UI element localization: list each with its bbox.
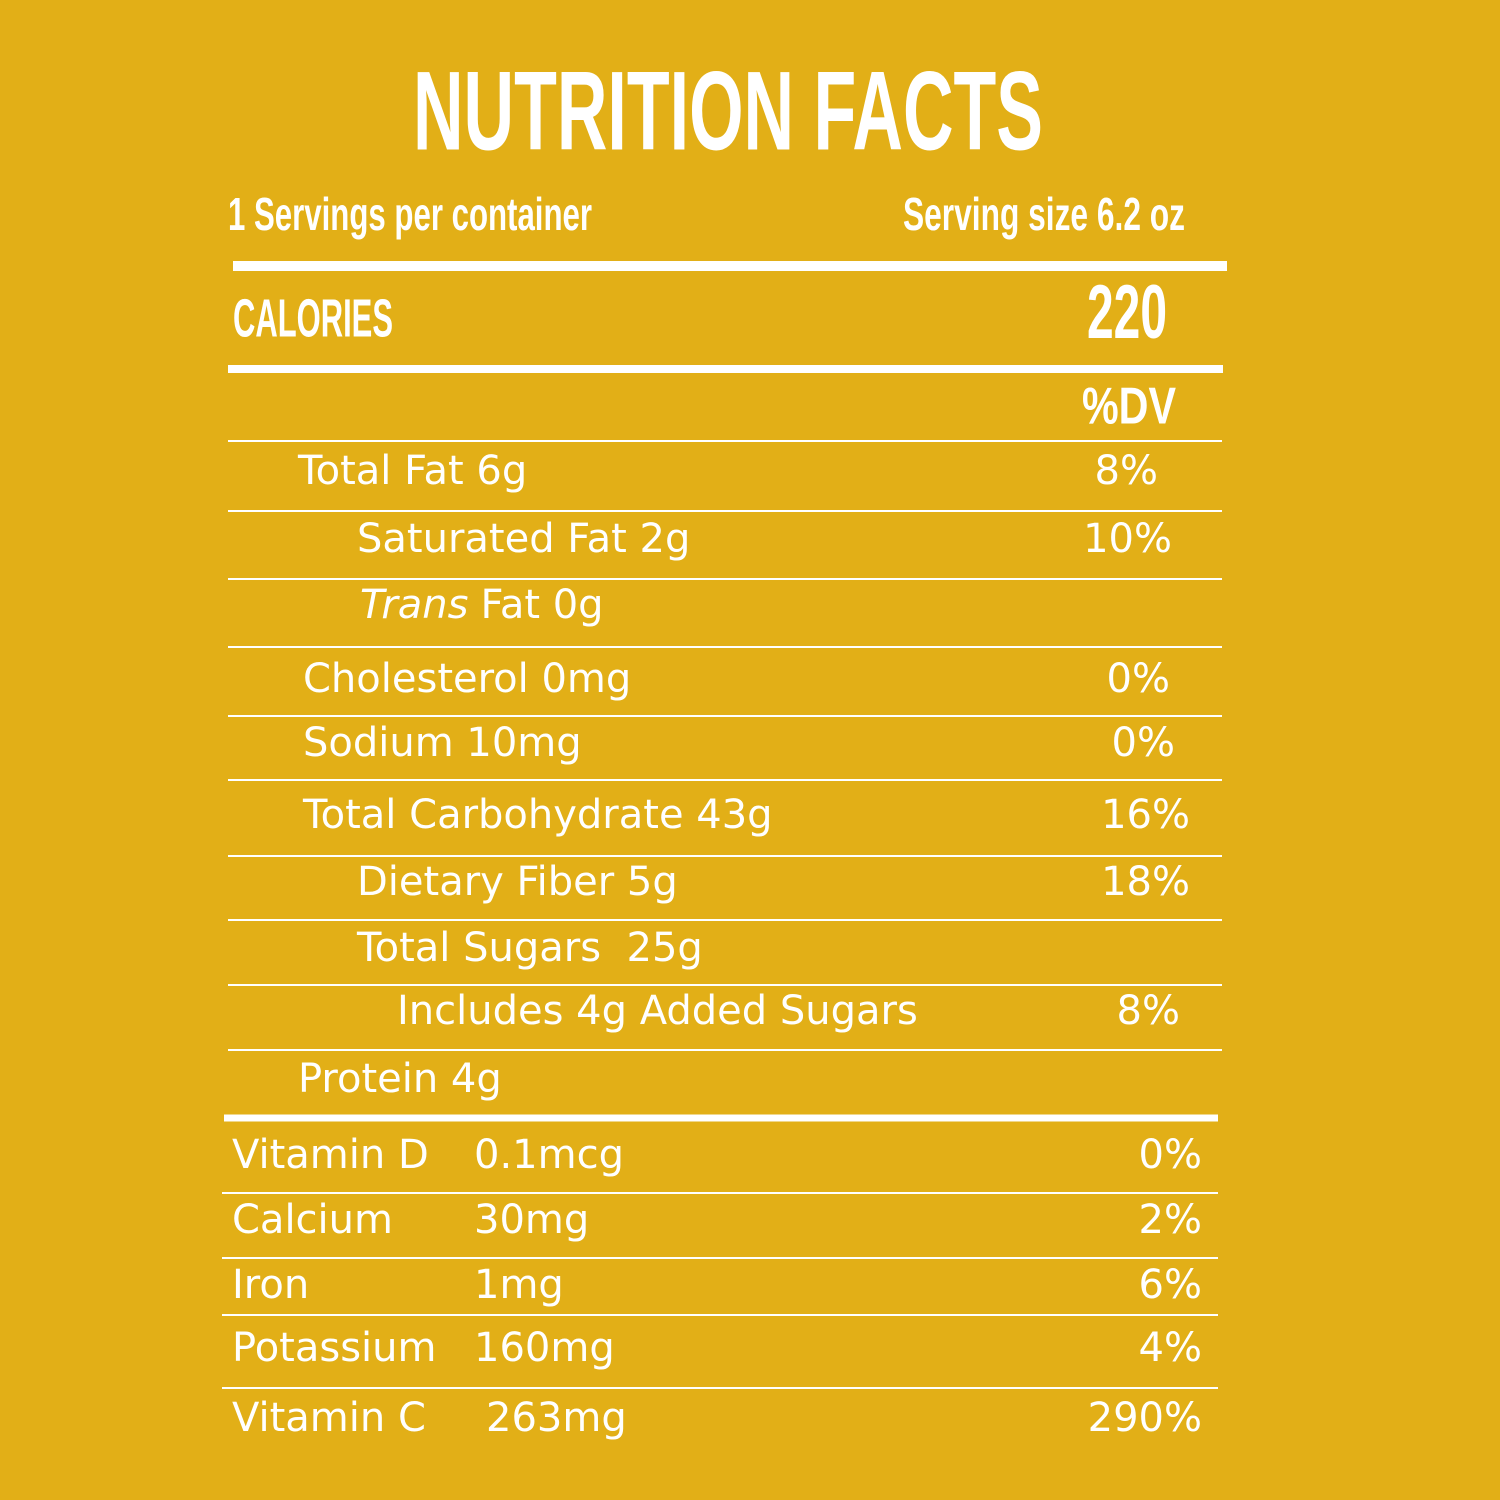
nutrient-label: Dietary Fiber 5g bbox=[357, 859, 678, 905]
calories-label: CALORIES bbox=[233, 288, 393, 348]
nutrient-dv: 18% bbox=[1101, 859, 1190, 905]
vitamin-dv: 4% bbox=[1139, 1325, 1202, 1371]
nutrient-dv: 8% bbox=[1095, 448, 1158, 494]
nutrient-label: Fat 0g bbox=[480, 582, 603, 628]
nutrient-dv: 10% bbox=[1083, 516, 1172, 562]
servings: 1 Servings per container bbox=[228, 188, 592, 240]
vitamin-amount: 160mg bbox=[474, 1325, 615, 1371]
nutrient-dv: 0% bbox=[1107, 656, 1170, 702]
italic-label: Trans bbox=[360, 582, 468, 628]
vitamin-amount: 30mg bbox=[474, 1197, 589, 1243]
nutrient-label: Sodium 10mg bbox=[303, 720, 582, 766]
vitamin-name: Iron bbox=[232, 1262, 309, 1308]
vitamin-dv: 2% bbox=[1139, 1197, 1202, 1243]
nutrient-dv: 0% bbox=[1112, 720, 1175, 766]
vitamin-dv: 290% bbox=[1088, 1395, 1202, 1441]
serving-size: Serving size 6.2 oz bbox=[903, 188, 1185, 240]
vitamin-name: Vitamin D bbox=[232, 1132, 429, 1178]
vitamin-amount: 263mg bbox=[486, 1395, 627, 1441]
vitamin-name: Calcium bbox=[232, 1197, 393, 1243]
dv-header: %DV bbox=[1082, 378, 1176, 436]
nutrient-label: Trans Fat 0g bbox=[360, 582, 604, 628]
nutrient-label: Total Fat 6g bbox=[297, 448, 527, 494]
vitamin-amount: 1mg bbox=[474, 1262, 564, 1308]
nutrient-label: Total Sugars 25g bbox=[356, 925, 703, 971]
nutrient-label: Total Carbohydrate 43g bbox=[302, 792, 773, 838]
vitamin-dv: 0% bbox=[1139, 1132, 1202, 1178]
nutrient-label: Cholesterol 0mg bbox=[303, 656, 631, 702]
nutrient-label: Saturated Fat 2g bbox=[357, 516, 690, 562]
calories-value: 220 bbox=[1087, 270, 1167, 355]
nutrient-dv: 16% bbox=[1101, 792, 1190, 838]
nutrient-label: Protein 4g bbox=[298, 1056, 502, 1102]
title: NUTRITION FACTS bbox=[413, 49, 1043, 174]
vitamin-name: Potassium bbox=[232, 1325, 436, 1371]
nutrient-dv: 8% bbox=[1117, 988, 1180, 1034]
vitamin-name: Vitamin C bbox=[232, 1395, 426, 1441]
nutrient-label: Includes 4g Added Sugars bbox=[397, 988, 918, 1034]
vitamin-dv: 6% bbox=[1139, 1262, 1202, 1308]
vitamin-amount: 0.1mcg bbox=[474, 1132, 624, 1178]
